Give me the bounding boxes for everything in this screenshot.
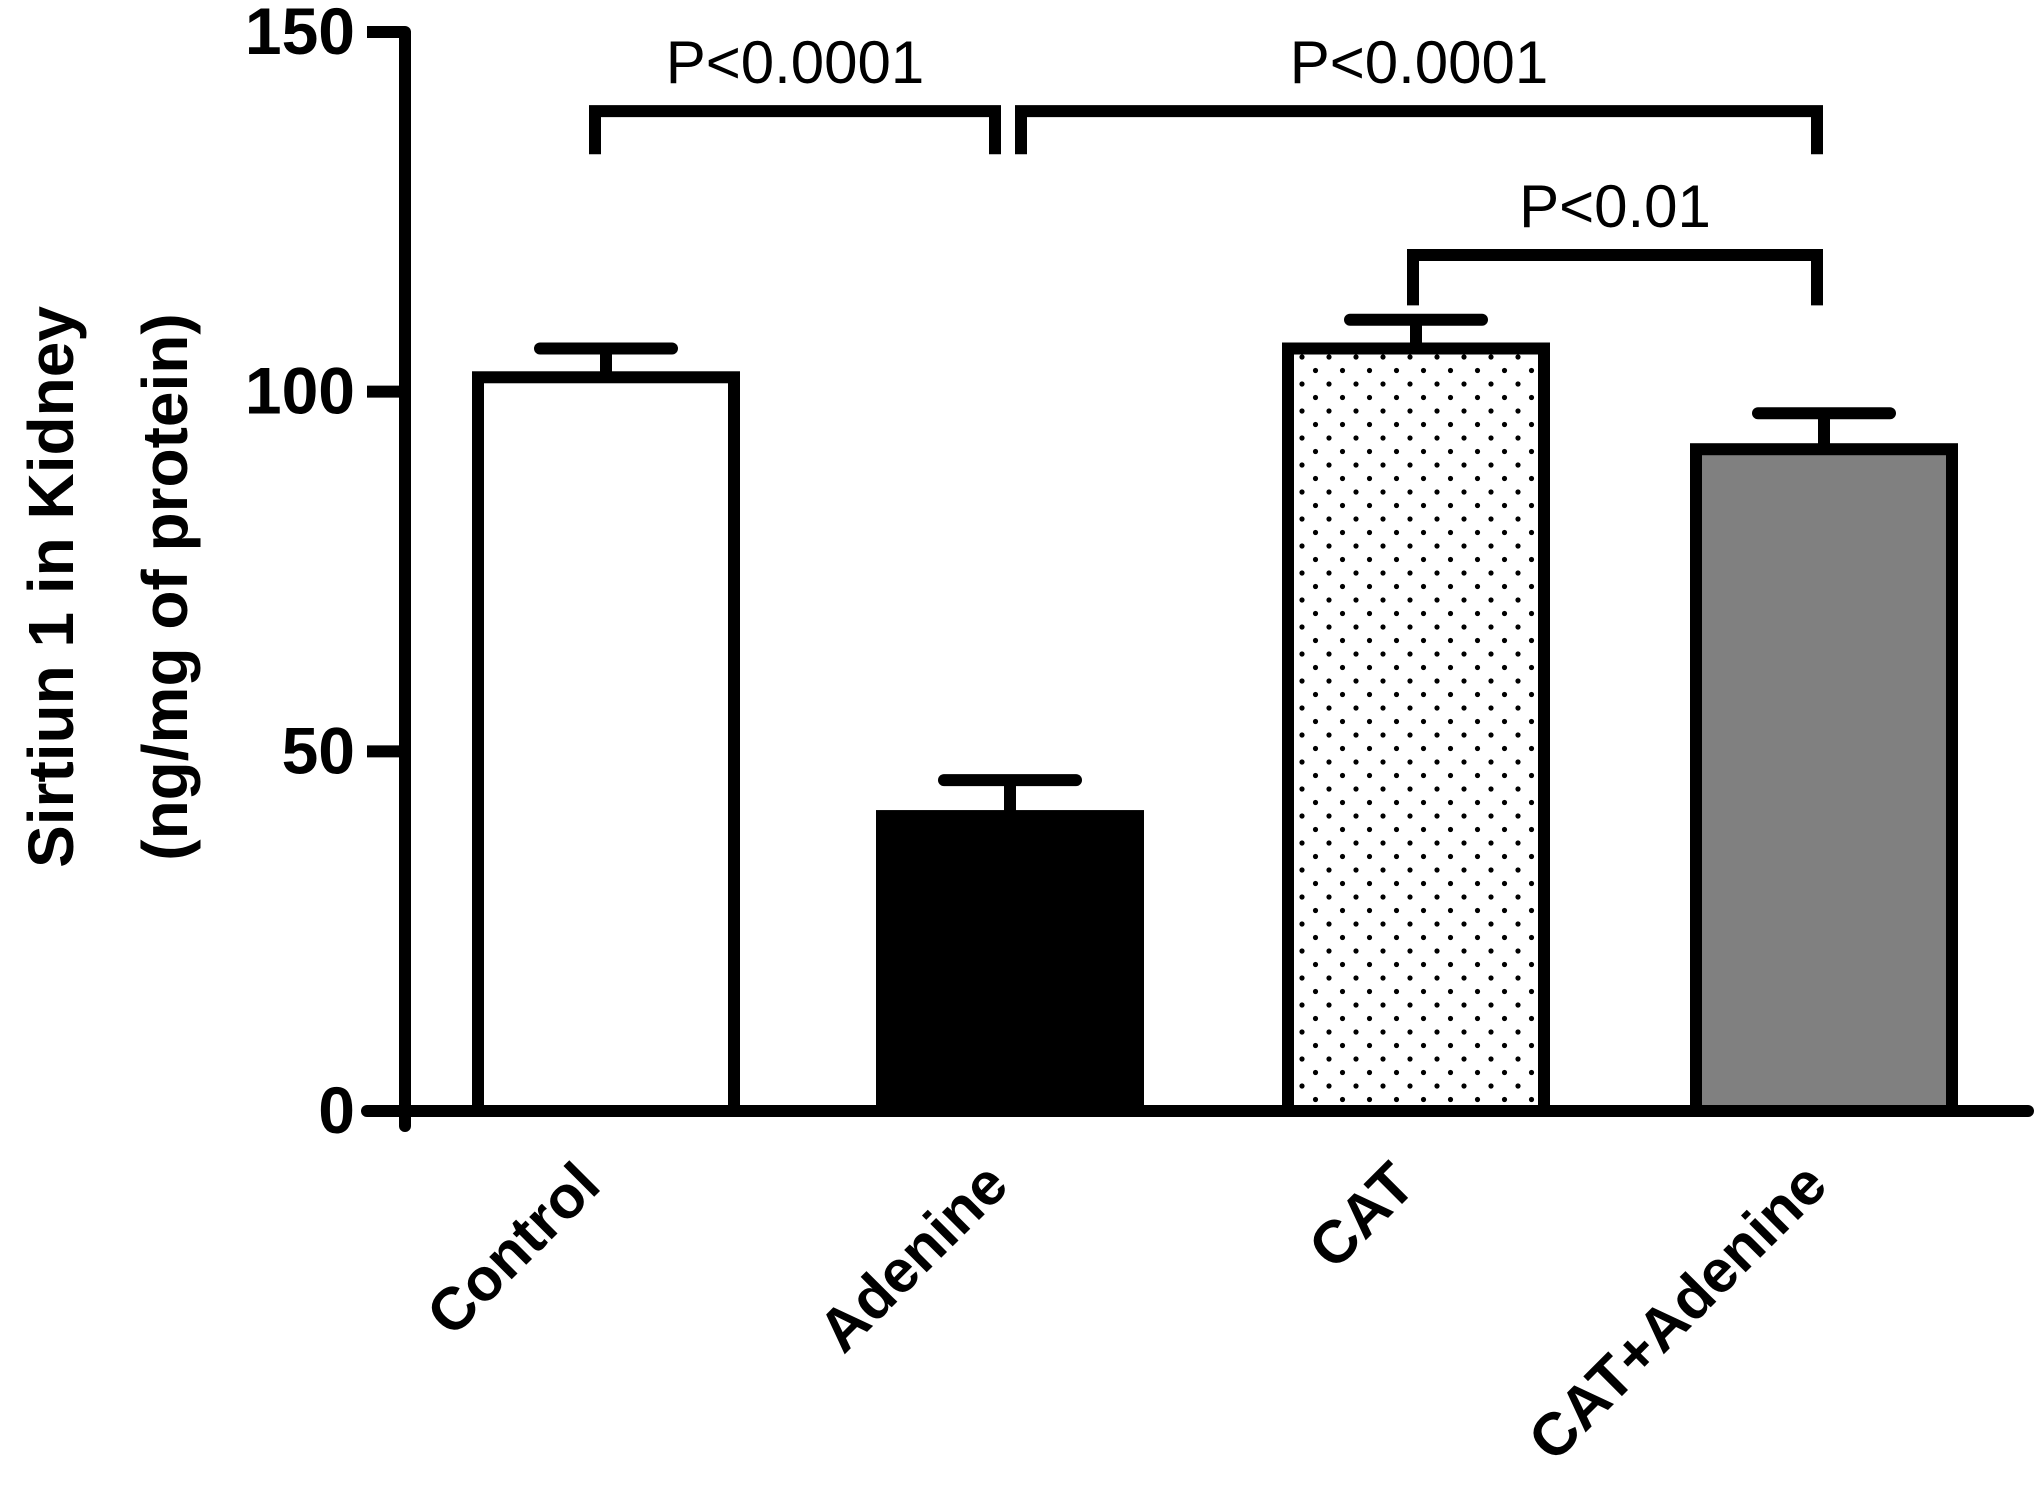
bars	[472, 342, 1958, 1118]
bar-cat	[1282, 342, 1550, 1117]
x-tick-label: Control	[414, 1150, 612, 1348]
bar-cat-adenine	[1690, 443, 1958, 1118]
significance-brackets: P<0.0001 P<0.0001 P<0.01	[589, 29, 1823, 306]
y-axis-ticks: 0 50 100 150	[245, 0, 405, 1147]
significance-bracket	[1407, 248, 1823, 306]
bar-adenine	[876, 810, 1144, 1117]
y-axis-title: Sirtiun 1 in Kidney (ng/mg of protein)	[15, 306, 201, 868]
significance-label: P<0.0001	[1290, 29, 1549, 96]
significance-bracket	[1015, 105, 1823, 155]
y-axis-title-line-1: Sirtiun 1 in Kidney	[15, 306, 87, 868]
y-tick-label: 150	[245, 0, 355, 68]
x-tick-label: CAT+Adenine	[1516, 1150, 1840, 1474]
y-tick-label: 100	[245, 354, 355, 428]
bar-control	[472, 371, 740, 1117]
x-tick-label: Adenine	[805, 1150, 1020, 1365]
significance-label: P<0.0001	[666, 29, 925, 96]
x-axis-labels: Control Adenine CAT CAT+Adenine	[414, 1150, 1839, 1474]
y-tick-label: 0	[318, 1073, 355, 1147]
x-tick-label: CAT	[1296, 1150, 1427, 1281]
y-tick-label: 50	[282, 713, 355, 787]
y-axis-title-line-2: (ng/mg of protein)	[129, 313, 201, 860]
significance-bracket	[589, 105, 1001, 155]
significance-label: P<0.01	[1519, 173, 1711, 240]
error-bars	[534, 313, 1896, 817]
